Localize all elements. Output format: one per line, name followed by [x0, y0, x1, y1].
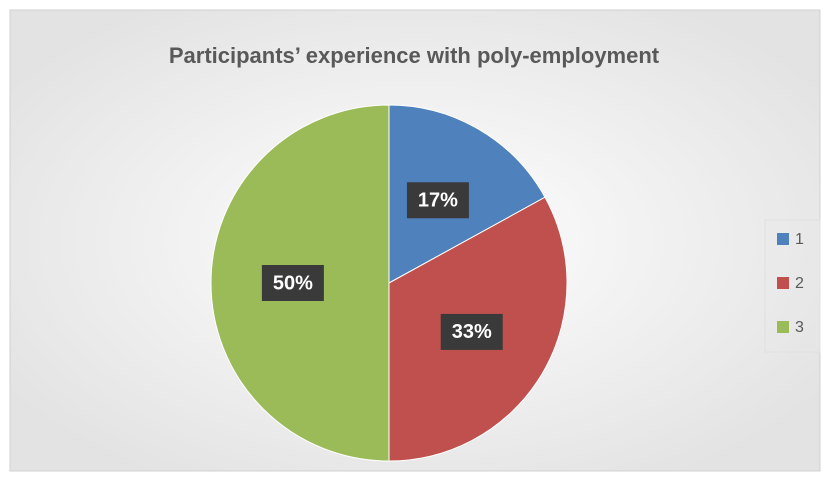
data-label-box: [406, 182, 469, 219]
data-label-box: [261, 265, 324, 301]
data-label-box: [440, 313, 503, 350]
legend-swatch: [777, 233, 789, 245]
chart-title: Participants’ experience with poly-emplo…: [169, 43, 660, 68]
data-label: 50%: [273, 272, 313, 294]
legend-swatch: [777, 277, 789, 289]
legend-swatch: [777, 321, 789, 333]
legend-box: [764, 219, 821, 353]
data-label: 33%: [452, 321, 492, 343]
legend-label: 1: [795, 231, 804, 248]
legend-label: 3: [795, 319, 804, 336]
data-label: 17%: [418, 190, 458, 212]
legend-label: 2: [795, 275, 804, 292]
